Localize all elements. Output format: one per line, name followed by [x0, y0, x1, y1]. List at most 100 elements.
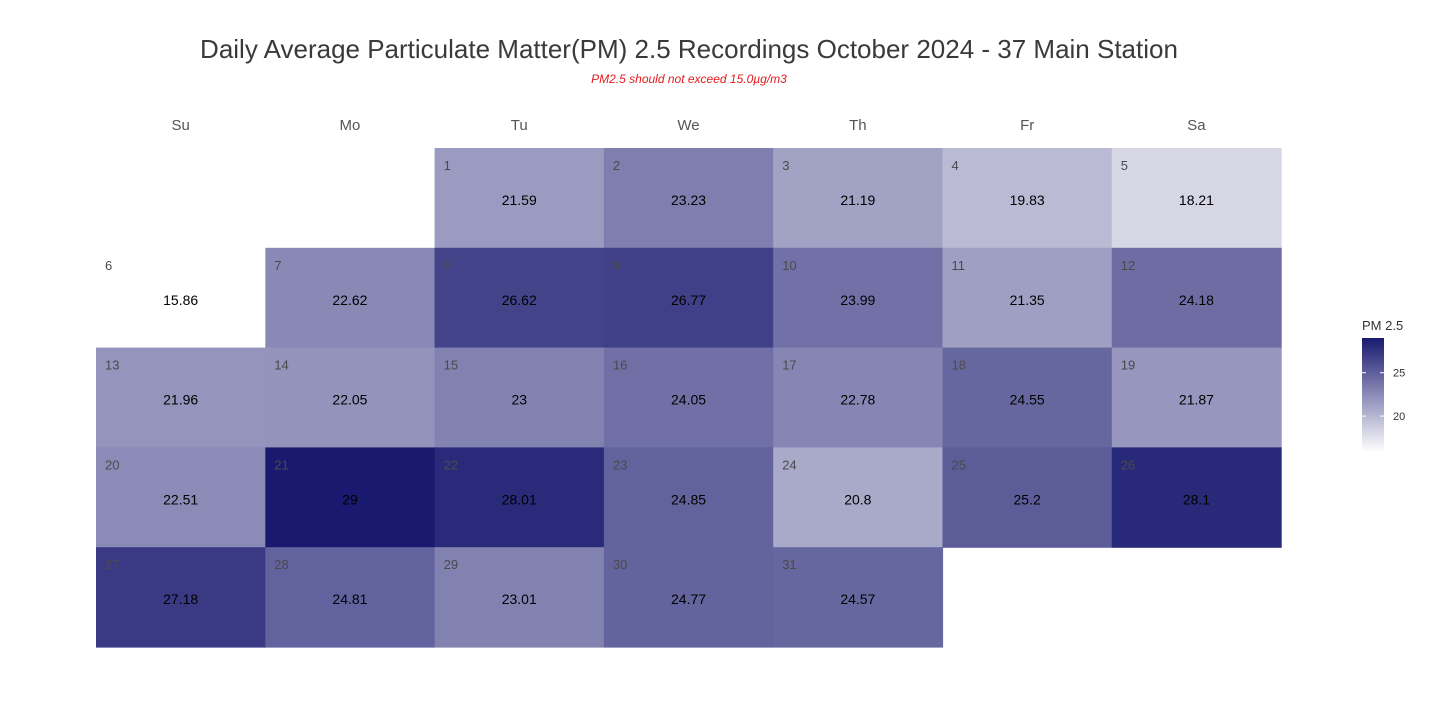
weekday-label: Su — [171, 117, 189, 134]
day-value-label: 21.19 — [840, 192, 875, 208]
chart-subtitle: PM2.5 should not exceed 15.0µg/m3 — [591, 72, 787, 86]
day-value-label: 21.96 — [163, 392, 198, 408]
day-cell — [1111, 447, 1282, 548]
day-cell — [773, 447, 944, 548]
day-cell — [773, 547, 944, 648]
day-number: 17 — [782, 358, 796, 373]
day-number: 21 — [274, 457, 288, 472]
day-value-label: 23.23 — [671, 192, 706, 208]
day-value-label: 24.05 — [671, 392, 706, 408]
day-number: 7 — [274, 258, 281, 273]
day-number: 31 — [782, 557, 796, 572]
day-cell — [603, 148, 774, 249]
weekday-label: Fr — [1020, 117, 1034, 134]
legend-colorbar — [1362, 338, 1384, 452]
day-value-label: 26.62 — [502, 292, 537, 308]
chart-title: Daily Average Particulate Matter(PM) 2.5… — [200, 34, 1178, 64]
day-cell — [434, 148, 605, 249]
day-value-label: 18.21 — [1179, 192, 1214, 208]
day-cell — [265, 447, 436, 548]
day-cell — [942, 247, 1113, 349]
day-number: 11 — [952, 258, 966, 273]
day-value-label: 22.78 — [840, 392, 875, 408]
day-cell — [942, 347, 1113, 448]
day-value-label: 27.18 — [163, 591, 198, 607]
day-cell — [434, 447, 605, 548]
day-number: 10 — [782, 258, 796, 273]
day-cell — [603, 247, 774, 349]
day-cell — [773, 347, 944, 448]
day-cell — [1111, 148, 1282, 249]
legend-title: PM 2.5 — [1362, 318, 1403, 333]
day-cell — [96, 447, 266, 548]
day-number: 24 — [782, 457, 796, 472]
day-value-label: 21.87 — [1179, 392, 1214, 408]
day-cell — [265, 247, 436, 349]
day-number: 4 — [952, 158, 959, 173]
weekday-label: Tu — [511, 117, 528, 134]
day-number: 20 — [105, 457, 119, 472]
day-cell — [942, 148, 1113, 249]
day-value-label: 22.05 — [332, 392, 367, 408]
day-value-label: 21.35 — [1010, 292, 1045, 308]
day-value-label: 26.77 — [671, 292, 706, 308]
day-number: 19 — [1121, 358, 1135, 373]
day-number: 1 — [444, 158, 451, 173]
day-number: 23 — [613, 457, 627, 472]
day-value-label: 21.59 — [502, 192, 537, 208]
day-value-label: 24.55 — [1010, 392, 1045, 408]
day-cell — [265, 547, 436, 648]
calendar-cells: 1 21.59 2 23.23 3 21.19 4 19.83 5 18.21 6 15.86 7 22.… — [96, 148, 1282, 648]
day-value-label: 23 — [511, 392, 527, 408]
day-number: 3 — [782, 158, 789, 173]
day-number: 12 — [1121, 258, 1135, 273]
day-number: 27 — [105, 557, 119, 572]
day-number: 25 — [952, 457, 966, 472]
day-number: 16 — [613, 358, 627, 373]
day-cell — [603, 547, 774, 648]
day-value-label: 19.83 — [1010, 192, 1045, 208]
day-value-label: 23.01 — [502, 591, 537, 607]
day-value-label: 24.57 — [840, 591, 875, 607]
day-cell — [96, 547, 266, 648]
day-value-label: 15.86 — [163, 292, 198, 308]
day-value-label: 24.18 — [1179, 292, 1214, 308]
day-cell — [434, 547, 605, 648]
day-cell — [265, 347, 436, 448]
day-value-label: 28.01 — [502, 491, 537, 507]
legend-tick-label: 20 — [1393, 411, 1405, 423]
day-value-label: 22.62 — [332, 292, 367, 308]
legend-tick-label: 25 — [1393, 368, 1405, 380]
weekday-labels: Su Mo Tu We Th Fr Sa — [171, 117, 1206, 134]
day-value-label: 29 — [342, 491, 358, 507]
day-number: 13 — [105, 358, 119, 373]
day-number: 6 — [105, 258, 112, 273]
day-number: 18 — [952, 358, 966, 373]
day-number: 9 — [613, 258, 620, 273]
day-value-label: 28.1 — [1183, 491, 1210, 507]
day-cell — [1111, 247, 1282, 349]
day-number: 26 — [1121, 457, 1135, 472]
day-cell — [603, 447, 774, 548]
day-value-label: 24.85 — [671, 491, 706, 507]
day-number: 14 — [274, 358, 288, 373]
day-cell — [96, 247, 266, 349]
day-cell — [942, 447, 1113, 548]
day-number: 15 — [444, 358, 458, 373]
day-value-label: 20.8 — [844, 491, 871, 507]
day-value-label: 22.51 — [163, 491, 198, 507]
day-cell — [96, 347, 266, 448]
day-value-label: 25.2 — [1014, 491, 1041, 507]
weekday-label: Th — [849, 117, 867, 134]
weekday-label: Sa — [1187, 117, 1206, 134]
day-value-label: 24.81 — [332, 591, 367, 607]
day-cell — [603, 347, 774, 448]
day-value-label: 24.77 — [671, 591, 706, 607]
day-cell — [1111, 347, 1282, 448]
day-number: 22 — [444, 457, 458, 472]
day-number: 29 — [444, 557, 458, 572]
day-cell — [773, 148, 944, 249]
